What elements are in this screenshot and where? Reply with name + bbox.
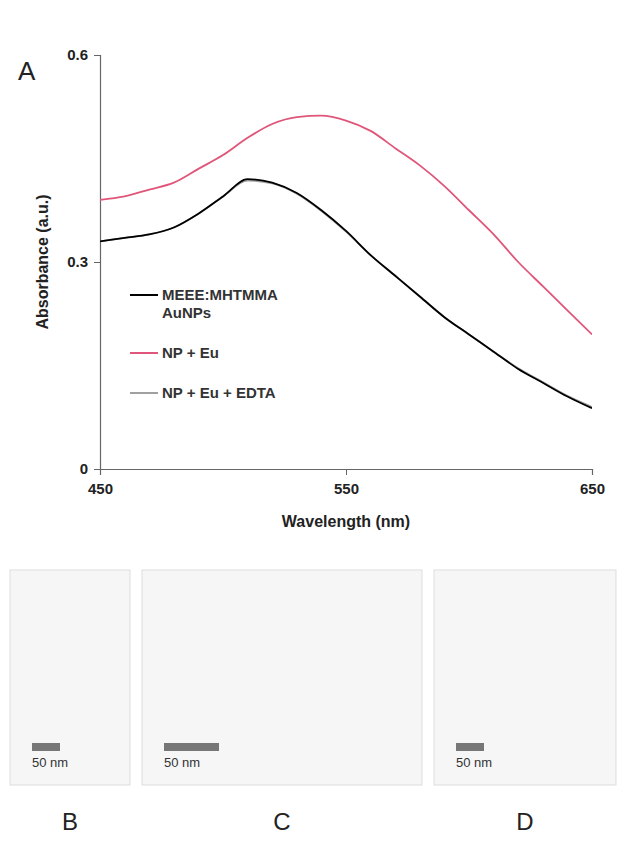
legend-label: NP + Eu [162,344,219,361]
y-axis-title: Absorbance (a.u.) [34,194,51,329]
x-axis-title: Wavelength (nm) [282,513,410,530]
scale-bar-label: 50 nm [164,755,200,770]
series-line [100,181,592,407]
legend-swatch [130,294,158,296]
legend: MEEE:MHTMMAAuNPs NP + Eu NP + Eu + EDTA [130,286,278,401]
image-panel: 50 nm B [10,570,130,835]
scale-bar [32,743,60,751]
tick-label: 0 [80,460,88,477]
tick-mark [94,55,100,56]
legend-swatch [130,352,158,354]
figure: A 0 0.3 0.6 450 550 650 Wavelength (nm) Absorban… [0,0,626,850]
scale-bar-label: 50 nm [456,755,492,770]
panel-label: A [18,56,36,86]
tick: 650 [580,469,605,497]
legend-label: NP + Eu + EDTA [162,384,276,401]
scale-bar [456,743,484,751]
tick: 0.3 [67,253,100,270]
tick: 550 [334,469,359,497]
tick-label: 0.6 [67,46,88,63]
tick-label: 650 [580,480,605,497]
series-line [100,116,592,335]
panel-label: C [273,808,290,835]
tick-label: 550 [334,480,359,497]
image-panel: 50 nm D [434,570,616,835]
tick: 450 [88,469,113,497]
tick: 0 [80,460,100,477]
tick-label: 450 [88,480,113,497]
panel-label: B [62,808,78,835]
tick-mark [592,469,593,475]
tick-mark [100,469,101,475]
tick-mark [94,262,100,263]
legend-swatch [130,392,158,394]
panel-label: D [516,808,533,835]
x-axis: 450 550 650 [88,469,605,497]
micrograph [142,570,422,785]
series-line [100,179,592,408]
scale-bar-label: 50 nm [32,755,68,770]
tick-mark [346,469,347,475]
legend-label: MEEE:MHTMMAAuNPs [162,286,278,321]
scale-bar [164,743,219,751]
axis-line [94,56,101,470]
micrograph [434,570,616,785]
micrograph [10,570,130,785]
plot-area [100,116,592,409]
tick-label: 0.3 [67,253,88,270]
axis-line [101,470,593,476]
image-panel: 50 nm C [142,570,422,835]
y-axis: 0 0.3 0.6 [67,46,100,477]
tick: 0.6 [67,46,100,63]
tick-mark [94,469,100,470]
